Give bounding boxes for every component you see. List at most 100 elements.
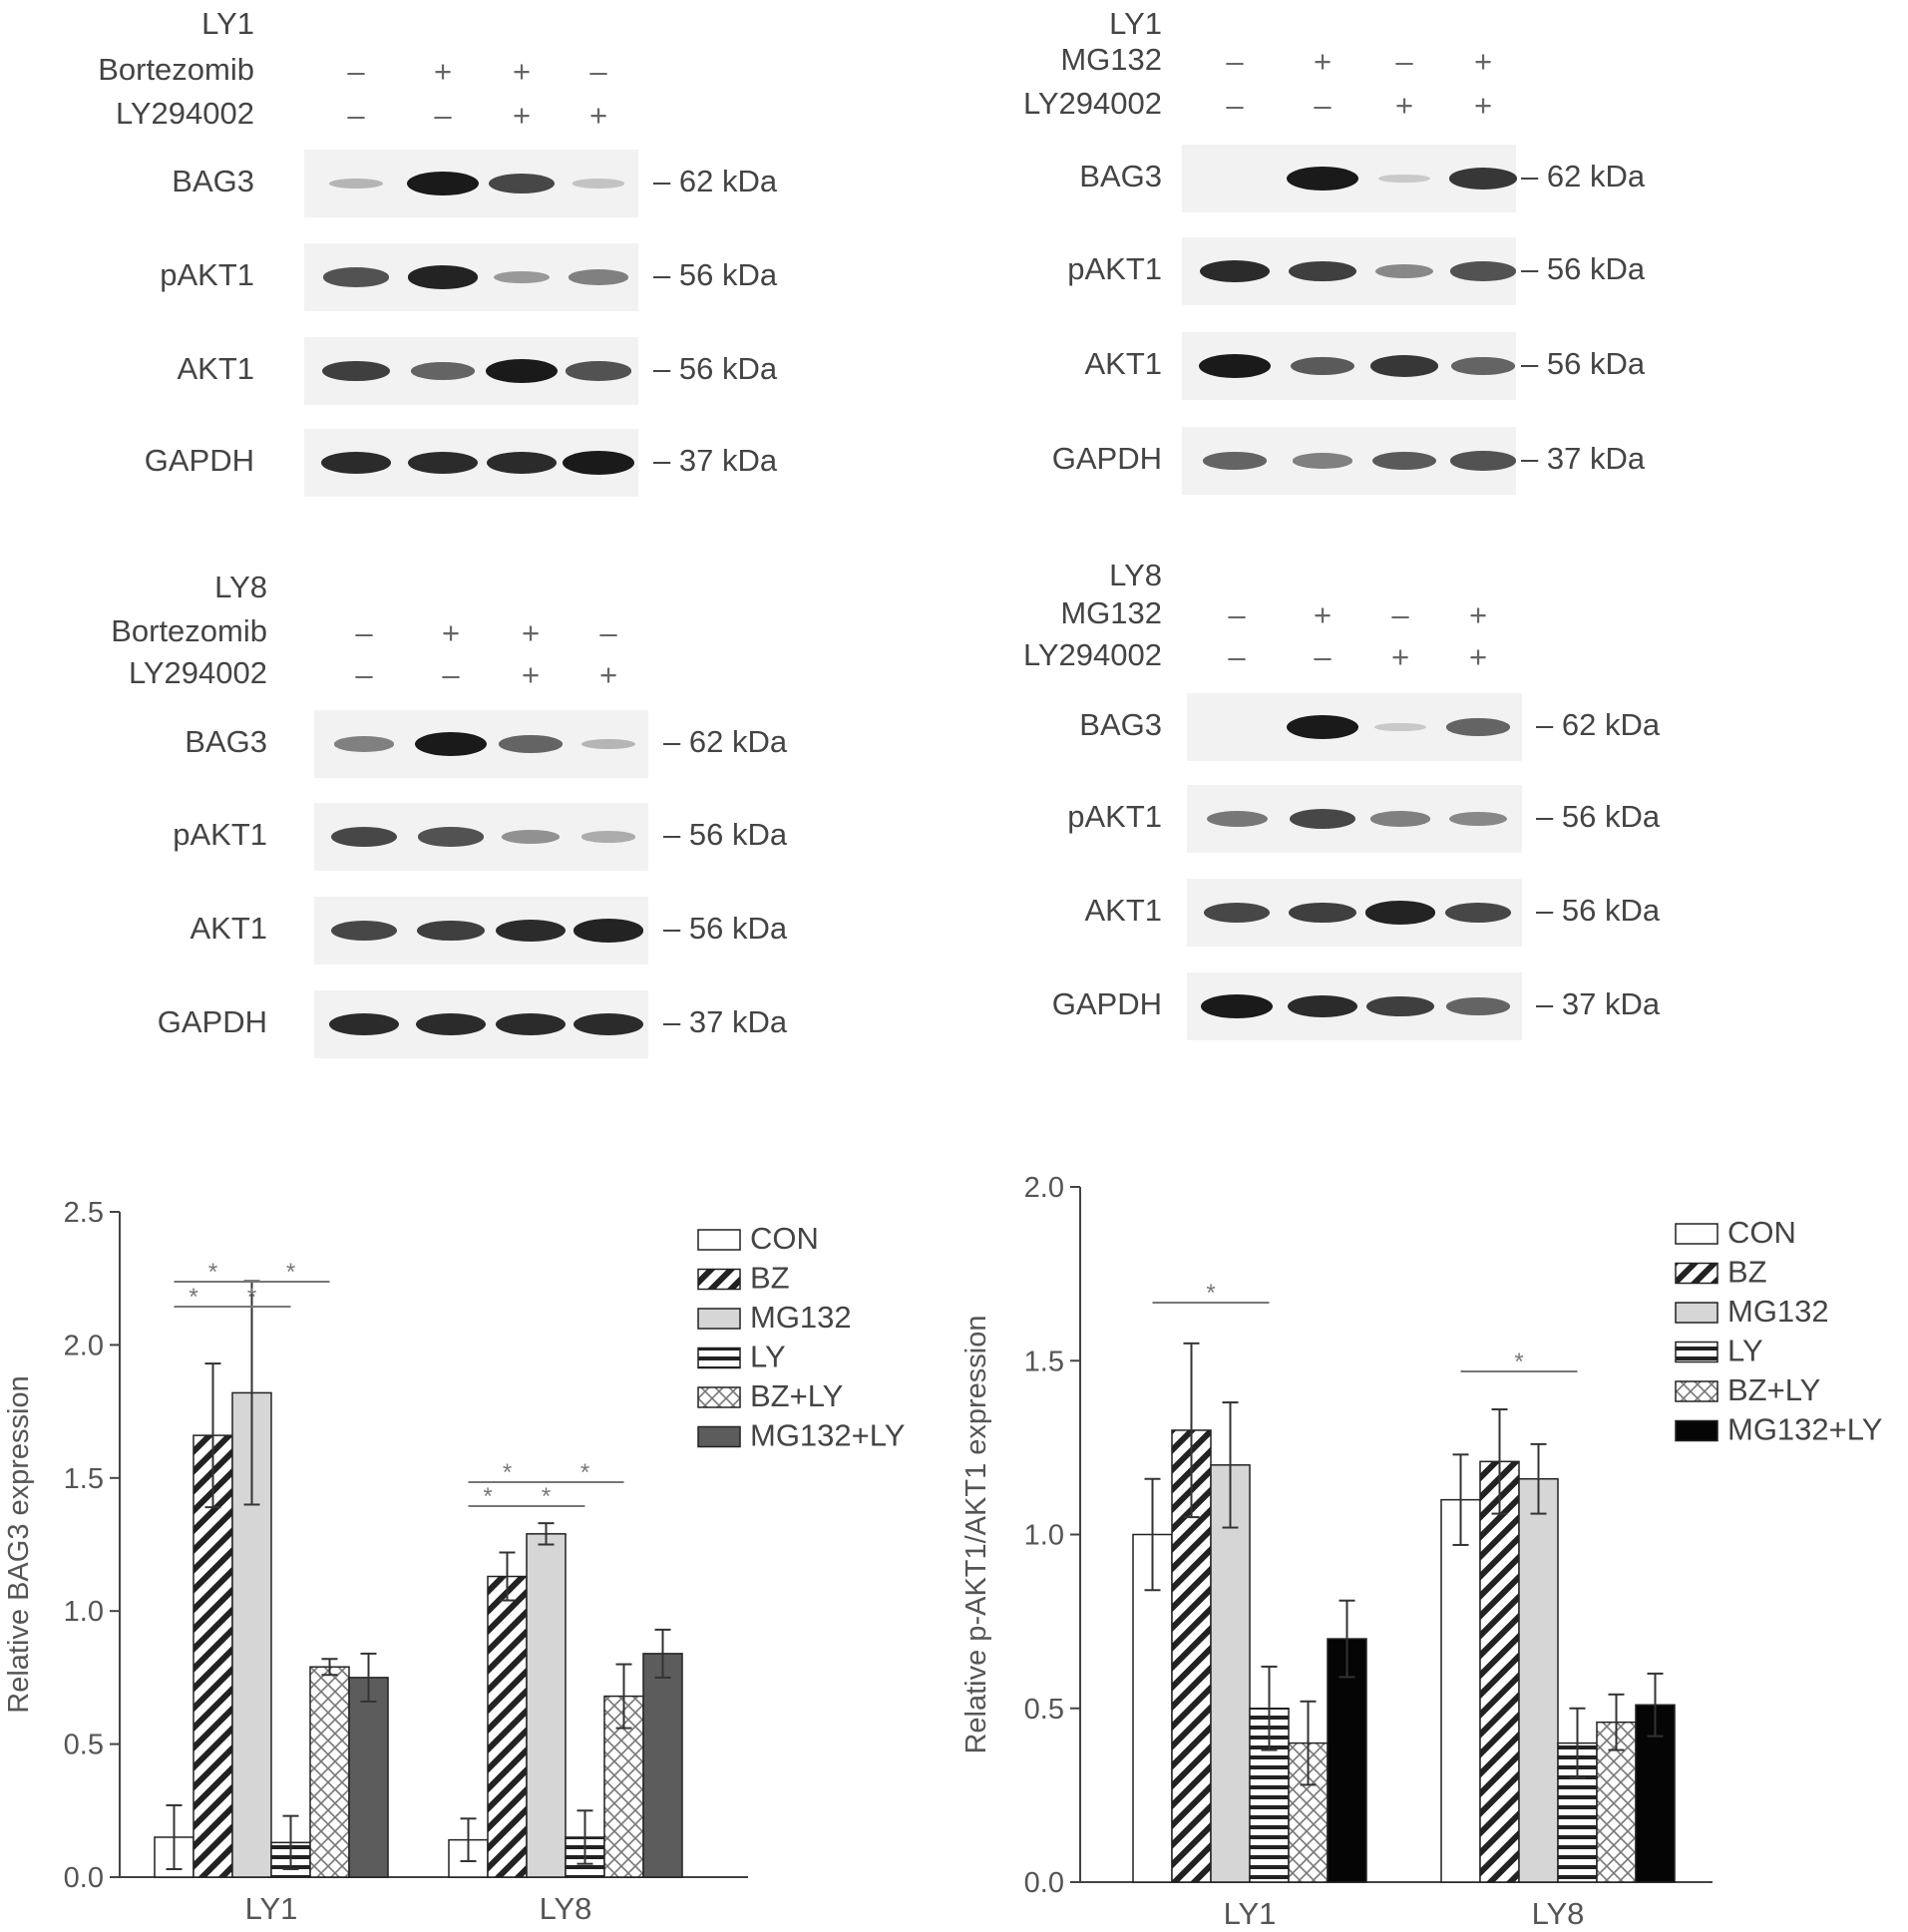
y-axis-label: Relative p-AKT1/AKT1 expression	[960, 1315, 992, 1753]
protein-label: GAPDH	[144, 443, 254, 478]
significance-star: *	[503, 1459, 512, 1486]
treatment-sign: –	[347, 54, 365, 89]
cell-line-label: LY1	[1109, 6, 1162, 41]
legend-label: BZ+LY	[1727, 1372, 1820, 1407]
legend-label: CON	[1727, 1215, 1796, 1250]
bar	[642, 1653, 683, 1878]
treatment-sign: +	[512, 54, 532, 89]
cell-line-label: LY8	[214, 570, 267, 604]
treatment-sign: –	[1395, 44, 1413, 79]
protein-band	[487, 451, 557, 475]
protein-band	[1364, 901, 1436, 925]
kda-label: – 56 kDa	[653, 257, 778, 292]
kda-label: – 62 kDa	[1521, 159, 1646, 193]
protein-band	[1374, 722, 1426, 732]
protein-band	[1289, 902, 1356, 924]
protein-band	[488, 174, 556, 193]
protein-band	[1290, 356, 1355, 376]
treatment-sign: –	[355, 615, 373, 650]
legend-swatch	[697, 1308, 741, 1330]
treatment-sign: +	[1468, 597, 1488, 632]
kda-label: – 62 kDa	[1536, 707, 1661, 742]
bar	[1518, 1477, 1559, 1883]
legend-swatch	[1675, 1262, 1718, 1285]
kda-label: – 56 kDa	[663, 817, 788, 852]
protein-band	[1451, 357, 1515, 375]
category-label: LY8	[1532, 1896, 1585, 1931]
protein-band	[415, 732, 487, 756]
protein-band	[329, 1012, 399, 1036]
cell-line-label: LY1	[201, 6, 254, 41]
legend-swatch	[697, 1347, 741, 1369]
protein-band	[1203, 452, 1267, 470]
category-label: LY1	[245, 1891, 298, 1926]
kda-label: – 56 kDa	[1521, 346, 1646, 381]
bar	[309, 1666, 350, 1878]
y-tick-label: 2.0	[64, 1330, 104, 1361]
protein-band	[416, 1012, 486, 1036]
kda-label: – 62 kDa	[653, 164, 778, 198]
kda-label: – 37 kDa	[653, 443, 778, 478]
treatment-label: LY294002	[1022, 86, 1162, 121]
legend-label: MG132	[750, 1300, 852, 1335]
protein-label: pAKT1	[1067, 799, 1162, 834]
protein-label: AKT1	[1084, 346, 1162, 381]
protein-band	[502, 830, 560, 844]
treatment-sign: –	[355, 657, 373, 692]
treatment-sign: –	[347, 98, 365, 133]
protein-band	[1450, 451, 1516, 471]
protein-label: BAG3	[1079, 159, 1162, 193]
treatment-sign: –	[1391, 597, 1409, 632]
legend-label: LY	[750, 1340, 786, 1374]
treatment-sign: +	[1390, 639, 1410, 674]
protein-band	[1369, 355, 1439, 377]
protein-label: pAKT1	[1067, 251, 1162, 286]
bar	[1596, 1721, 1637, 1883]
significance-star: *	[483, 1483, 492, 1510]
legend-label: MG132	[1727, 1294, 1829, 1329]
pakt1-akt1-chart: 0.0 0.5 1.0 1.5 2.0 Relative p-AKT1/AKT1 expr…	[960, 1172, 1882, 1931]
kda-label: – 62 kDa	[663, 724, 788, 759]
protein-label: GAPDH	[1051, 986, 1162, 1021]
protein-label: AKT1	[1084, 893, 1162, 928]
treatment-sign: +	[1394, 88, 1414, 123]
protein-band	[1450, 261, 1516, 281]
kda-label: – 56 kDa	[663, 911, 788, 946]
protein-band	[573, 1012, 643, 1036]
treatment-sign: +	[1313, 44, 1333, 79]
category-label: LY1	[1224, 1896, 1277, 1931]
treatment-sign: –	[434, 98, 452, 133]
treatment-sign: +	[433, 54, 453, 89]
protein-label: pAKT1	[173, 817, 267, 852]
protein-band	[1448, 811, 1508, 827]
treatment-label: MG132	[1060, 42, 1162, 77]
legend-label: MG132+LY	[750, 1418, 905, 1453]
significance-star: *	[542, 1483, 551, 1510]
y-tick-label: 0.5	[1024, 1694, 1064, 1726]
protein-band	[418, 827, 484, 847]
protein-band	[1366, 995, 1434, 1017]
bag3-expression-chart: 0.0 0.5 1.0 1.5 2.0 2.5 Relative BAG3 expressi…	[3, 1197, 905, 1926]
protein-band	[1287, 167, 1358, 191]
legend-label: BZ+LY	[750, 1378, 843, 1413]
kda-label: – 37 kDa	[1536, 986, 1661, 1021]
significance-star: *	[286, 1259, 295, 1286]
protein-band	[499, 735, 563, 753]
protein-band	[1446, 997, 1510, 1015]
treatment-sign: –	[1314, 88, 1332, 123]
protein-band	[496, 919, 566, 943]
protein-band	[493, 270, 551, 284]
treatment-sign: +	[1473, 44, 1493, 79]
protein-band	[1444, 903, 1512, 923]
protein-band	[417, 920, 485, 942]
bar	[1210, 1464, 1251, 1883]
protein-band	[572, 179, 624, 189]
protein-band	[334, 736, 394, 752]
treatment-sign: +	[598, 657, 618, 692]
protein-band	[330, 921, 398, 941]
legend-label: CON	[750, 1221, 819, 1256]
treatment-label: LY294002	[128, 655, 267, 690]
y-tick-label: 2.5	[64, 1197, 104, 1229]
significance-star: *	[189, 1284, 197, 1311]
protein-label: BAG3	[1079, 707, 1162, 742]
